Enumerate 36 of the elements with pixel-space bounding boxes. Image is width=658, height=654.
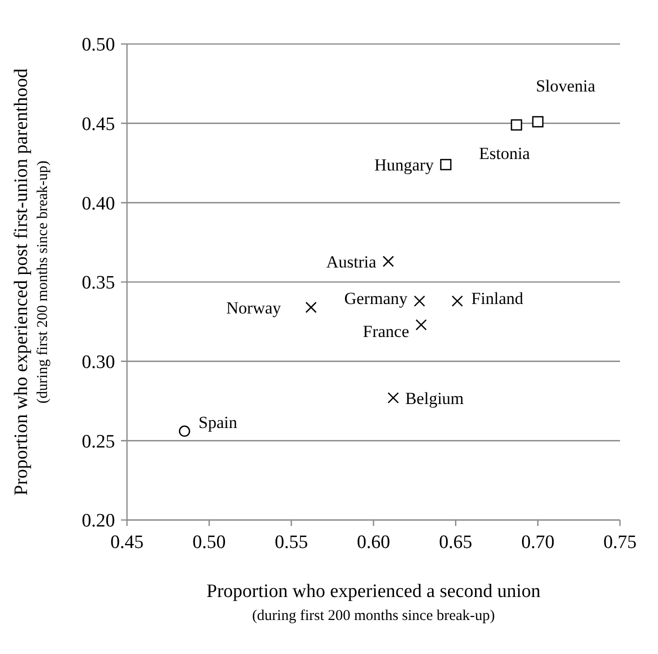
x-tick-label: 0.55: [274, 532, 308, 553]
x-tick-label: 0.60: [356, 532, 390, 553]
annotation: Estonia: [478, 144, 530, 163]
x-tick-label: 0.70: [521, 532, 554, 553]
y-tick-label: 0.30: [82, 352, 115, 373]
annotation: Slovenia: [536, 76, 596, 96]
y-tick-label: 0.40: [82, 193, 115, 214]
annotation: Austria: [326, 252, 377, 272]
annotation: Finland: [471, 289, 524, 308]
y-tick-label: 0.45: [82, 114, 115, 135]
y-tick-label: 0.25: [82, 431, 115, 452]
point: [510, 119, 522, 131]
point: [440, 158, 452, 170]
point: [382, 256, 394, 268]
x-tick-label: 0.45: [110, 532, 144, 553]
annotation: France: [362, 322, 410, 341]
y-tick-label: 0.35: [82, 272, 115, 294]
x-tick-label: 0.65: [439, 532, 472, 553]
point: [388, 392, 399, 404]
x-tick-label: 0.50: [192, 532, 226, 553]
annotation: Belgium: [405, 388, 464, 408]
point: [305, 302, 317, 314]
x-axis-title: Proportion who experienced a second union (during first 200 months since break-up): [206, 581, 541, 624]
point: [452, 295, 463, 307]
point: [416, 319, 427, 330]
annotation: Germany: [344, 289, 408, 308]
x-tick-label: 0.75: [603, 532, 637, 553]
y-tick-label: 0.50: [82, 34, 115, 56]
point: [414, 295, 426, 307]
point: [532, 116, 544, 128]
y-axis-title: Proportion who experienced post first-union parenthood (during first 200 months since break-up): [11, 68, 51, 496]
annotation: Spain: [198, 413, 238, 432]
point: [178, 425, 190, 437]
annotation: Norway: [226, 298, 282, 318]
annotation: Hungary: [374, 156, 434, 175]
y-tick-label: 0.20: [82, 510, 115, 532]
